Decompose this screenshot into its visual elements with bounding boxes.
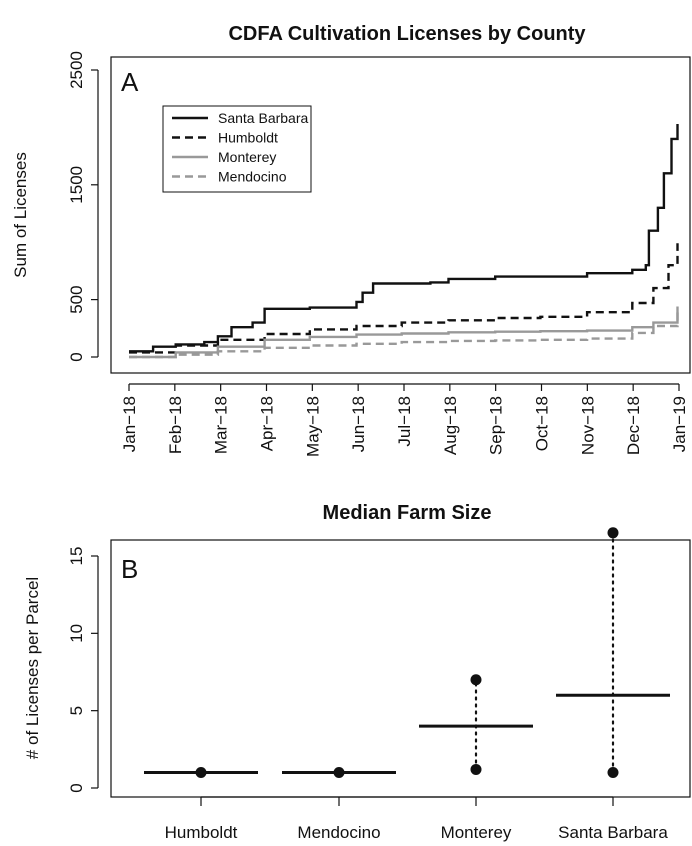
chart-a-x-tick-label: Dec−18 [624, 396, 643, 455]
chart-b-x-tick-label: Santa Barbara [558, 823, 668, 842]
max-point [470, 674, 482, 686]
chart-a-plot-frame [110, 56, 691, 374]
legend-label: Mendocino [218, 169, 287, 185]
chart-b-y-tick-label: 5 [67, 706, 86, 715]
chart-a-y-tick-label: 0 [67, 352, 86, 361]
chart-a-legend: Santa Barbara Humboldt Monterey Mendocino [162, 105, 312, 193]
chart-b-y-axis-label: # of Licenses per Parcel [23, 577, 42, 759]
series-line-monterey [129, 306, 679, 359]
chart-a-x-tick-label: Apr−18 [258, 396, 277, 451]
chart-a-x-tick-label: Jul−18 [395, 396, 414, 447]
chart-a-lines [129, 124, 679, 359]
chart-b-y-tick-label: 10 [67, 624, 86, 643]
chart-a-x-tick-label: Jun−18 [349, 396, 368, 452]
chart-a-panel-label: A [121, 67, 139, 97]
legend-label: Humboldt [218, 130, 278, 146]
chart-a-y-tick-label: 500 [67, 285, 86, 313]
min-point [470, 763, 482, 775]
chart-a-y-tick-label: 1500 [67, 166, 86, 204]
legend-label: Santa Barbara [218, 110, 308, 126]
series-line-mendocino [129, 308, 679, 359]
chart-b-x-tick-label: Humboldt [165, 823, 238, 842]
chart-a-axes: 0 500 1500 2500 Jan−18 Feb−18 Mar−18 Apr−18 May−… [67, 51, 689, 457]
chart-b-plot-frame [110, 539, 691, 798]
series-line-santa-barbara [129, 124, 679, 353]
series-line-humboldt [129, 243, 679, 354]
chart-a-y-tick-label: 2500 [67, 51, 86, 89]
chart-b-x-tick-label: Monterey [441, 823, 512, 842]
chart-a-x-tick-label: Oct−18 [533, 396, 552, 451]
chart-b-x-tick-label: Mendocino [297, 823, 380, 842]
chart-b-marks [144, 527, 670, 779]
chart-b-title: Median Farm Size [323, 502, 492, 524]
chart-a-x-tick-label: Nov−18 [578, 396, 597, 455]
chart-a-x-tick-label: Mar−18 [212, 396, 231, 454]
max-point [607, 527, 619, 539]
chart-a-x-tick-label: Feb−18 [166, 396, 185, 454]
chart-a-x-tick-label: Sep−18 [487, 396, 506, 455]
chart-b-axes: 0 5 10 15 Humboldt Mendocino Monterey Santa Bar… [67, 547, 668, 842]
chart-b-panel-label: B [121, 554, 138, 584]
legend-label: Monterey [218, 149, 276, 165]
chart-b-y-tick-label: 15 [67, 547, 86, 566]
chart-a-x-tick-label: Jan−18 [120, 396, 139, 452]
chart-a-y-axis-label: Sum of Licenses [11, 152, 30, 278]
chart-a-x-tick-label: Aug−18 [441, 396, 460, 455]
min-point [607, 767, 619, 779]
chart-a-x-tick-label: Jan−19 [670, 396, 689, 452]
chart-b-y-tick-label: 0 [67, 783, 86, 792]
chart-a-x-tick-label: May−18 [303, 396, 322, 457]
chart-a-title: CDFA Cultivation Licenses by County [228, 23, 586, 45]
